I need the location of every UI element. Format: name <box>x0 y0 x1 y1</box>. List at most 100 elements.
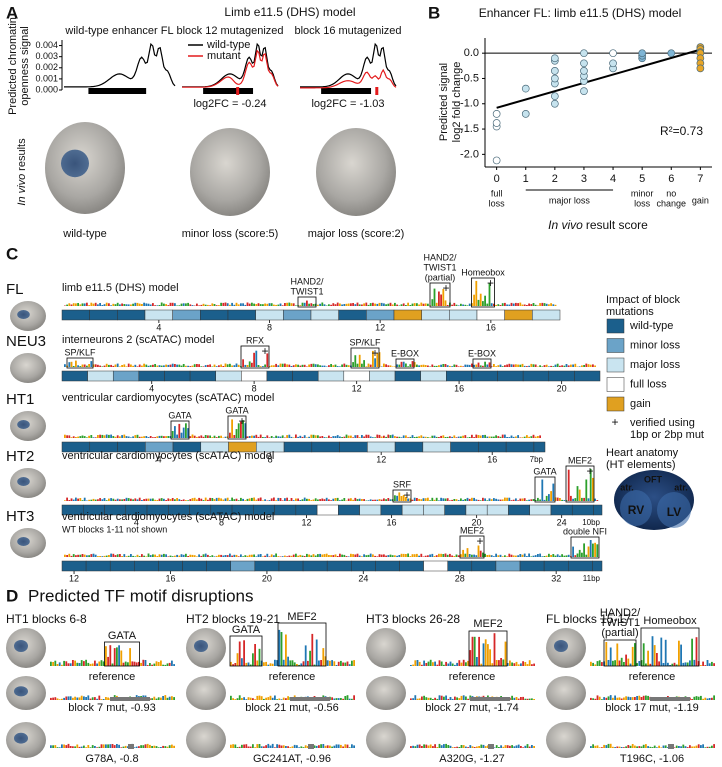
logo-letter <box>273 437 275 438</box>
logo-letter <box>424 365 427 367</box>
legend-label: full loss <box>630 378 667 390</box>
logo-letter <box>534 304 537 306</box>
logo-letter <box>215 305 218 306</box>
logo-letter <box>325 366 328 367</box>
logo-letter <box>307 660 309 666</box>
logo-letter <box>152 364 154 367</box>
logo-letter <box>171 363 174 367</box>
logo-letter <box>334 436 337 438</box>
logo-letter <box>365 555 368 557</box>
logo-letter <box>116 498 119 501</box>
logo-letter <box>469 745 472 748</box>
block <box>112 370 140 382</box>
logo-letter <box>151 746 153 748</box>
logo-letter <box>576 553 579 557</box>
logo-letter <box>237 304 240 306</box>
logo-letter <box>145 498 148 501</box>
logo-letter <box>512 499 515 501</box>
logo-letter <box>431 497 434 501</box>
logo-letter <box>65 661 68 666</box>
y-axis-label: openness signal <box>19 26 31 106</box>
logo-letter <box>67 663 70 666</box>
logo-letter <box>645 663 647 666</box>
logo-letter <box>693 696 696 700</box>
logo-letter <box>280 699 283 700</box>
logo-letter <box>634 643 636 666</box>
logo-letter <box>202 436 205 438</box>
logo-letter <box>489 649 491 666</box>
motif-label: GATA <box>168 410 191 420</box>
logo-letter <box>531 664 533 666</box>
logo-letter <box>563 555 566 557</box>
logo-letter <box>222 437 225 438</box>
logo-letter <box>497 436 500 438</box>
logo-letter <box>530 436 533 438</box>
logo-letter <box>506 663 509 666</box>
logo-letter <box>264 555 266 557</box>
logo-letter <box>413 303 416 306</box>
logo-letter <box>220 435 222 438</box>
logo-letter <box>594 365 596 367</box>
logo-letter <box>233 554 236 557</box>
logo-letter <box>185 500 187 501</box>
logo-letter <box>196 364 198 367</box>
logo-letter <box>411 499 414 501</box>
logo-letter <box>235 498 238 501</box>
logo-letter <box>347 556 350 557</box>
logo-letter <box>127 363 130 367</box>
logo-letter <box>449 365 451 367</box>
logo-letter <box>667 662 669 666</box>
motif-label: MEF2 <box>568 455 592 465</box>
logo-letter <box>356 499 359 501</box>
logo-letter <box>590 661 592 666</box>
block <box>447 560 473 572</box>
logo-letter <box>152 554 154 557</box>
logo-letter <box>618 746 621 748</box>
logo-letter <box>468 437 471 438</box>
logo-letter <box>609 695 612 700</box>
logo-letter <box>486 303 489 306</box>
logo-letter <box>324 745 327 748</box>
logo-letter <box>389 435 392 438</box>
logo-letter <box>149 304 152 306</box>
logo-letter <box>369 364 372 367</box>
logo-letter <box>445 695 447 700</box>
logo-letter <box>162 664 164 666</box>
logo-letter <box>160 302 163 306</box>
logo-letter <box>713 695 715 700</box>
logo-letter <box>446 498 449 501</box>
logo-letter <box>645 695 647 700</box>
logo-letter <box>79 554 82 557</box>
score-group-label: full <box>491 188 503 198</box>
logo-letter <box>642 695 645 700</box>
logo-letter <box>513 697 516 700</box>
logo-letter <box>235 302 238 306</box>
motif-box <box>229 635 263 667</box>
logo-letter <box>348 664 351 666</box>
logo-letter <box>213 304 216 306</box>
logo-letter <box>504 555 506 557</box>
logo-letter <box>103 365 106 367</box>
logo-letter <box>425 744 428 748</box>
logo-letter <box>86 365 88 367</box>
heart-image <box>620 490 652 526</box>
logo-letter <box>552 304 555 306</box>
logo-letter <box>456 662 458 666</box>
logo-letter <box>94 660 96 666</box>
logo-letter <box>378 499 381 501</box>
logo-letter <box>495 745 498 748</box>
logo-letter <box>257 436 260 438</box>
logo-letter <box>322 744 325 748</box>
logo-letter <box>229 553 231 557</box>
logo-letter <box>297 436 299 438</box>
logo-letter <box>242 420 244 438</box>
logo-letter <box>108 555 110 557</box>
logo-letter <box>306 300 308 306</box>
logo-letter <box>589 540 592 557</box>
logo-letter <box>317 554 319 557</box>
logo-letter <box>72 746 74 748</box>
logo-letter <box>101 305 104 306</box>
logo-letter <box>319 499 321 501</box>
logo-letter <box>274 747 276 748</box>
logo-letter <box>433 435 436 438</box>
